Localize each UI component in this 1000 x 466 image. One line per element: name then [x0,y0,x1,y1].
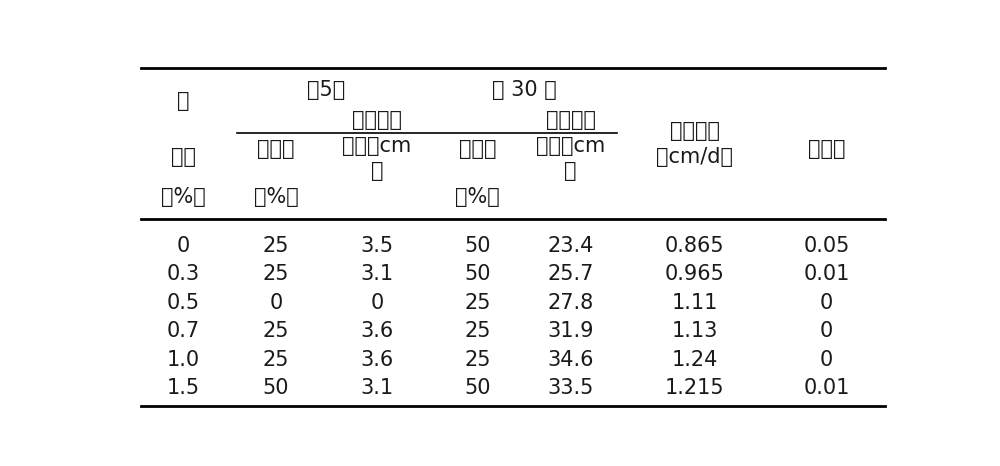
Text: 日增长量
（cm/d）: 日增长量 （cm/d） [656,121,733,167]
Text: 0.05: 0.05 [803,236,850,256]
Text: 50: 50 [464,264,491,284]
Text: 25: 25 [263,321,289,341]
Text: 3.6: 3.6 [360,321,394,341]
Text: 50: 50 [464,236,491,256]
Text: 25: 25 [263,264,289,284]
Text: 31.9: 31.9 [547,321,594,341]
Text: （%）: （%） [455,186,500,206]
Text: 第5天: 第5天 [307,80,346,100]
Text: 0: 0 [270,293,283,313]
Text: 0.01: 0.01 [803,378,850,398]
Text: 0: 0 [820,321,833,341]
Text: 0: 0 [820,293,833,313]
Text: 0.01: 0.01 [803,264,850,284]
Text: 1.5: 1.5 [167,378,200,398]
Text: （%）: （%） [254,186,298,206]
Text: 34.6: 34.6 [547,350,594,370]
Text: 0.965: 0.965 [665,264,725,284]
Text: 25: 25 [263,350,289,370]
Text: 3.1: 3.1 [360,264,393,284]
Text: 27.8: 27.8 [548,293,594,313]
Text: 25.7: 25.7 [547,264,594,284]
Text: 1.13: 1.13 [671,321,718,341]
Text: 0: 0 [820,350,833,370]
Text: 0: 0 [176,236,190,256]
Text: 50: 50 [263,378,289,398]
Text: 33.5: 33.5 [547,378,594,398]
Text: 25: 25 [263,236,289,256]
Text: 25: 25 [464,350,491,370]
Text: 平均新增
株高（cm
）: 平均新增 株高（cm ） [536,110,605,181]
Text: 1.11: 1.11 [671,293,718,313]
Text: 25: 25 [464,293,491,313]
Text: 含: 含 [177,91,189,111]
Text: 盐量: 盐量 [171,147,196,167]
Text: 3.1: 3.1 [360,378,393,398]
Text: 1.215: 1.215 [665,378,724,398]
Text: 3.5: 3.5 [360,236,393,256]
Text: 第 30 天: 第 30 天 [492,80,556,100]
Text: 出苗率: 出苗率 [459,139,496,159]
Text: 23.4: 23.4 [547,236,594,256]
Text: 平均新增
株高（cm
）: 平均新增 株高（cm ） [342,110,412,181]
Text: 出苗率: 出苗率 [257,139,295,159]
Text: （%）: （%） [161,186,206,206]
Text: 3.6: 3.6 [360,350,394,370]
Text: 0.3: 0.3 [167,264,200,284]
Text: 1.0: 1.0 [167,350,200,370]
Text: 标准误: 标准误 [808,139,845,159]
Text: 0.865: 0.865 [665,236,724,256]
Text: 0: 0 [370,293,384,313]
Text: 1.24: 1.24 [671,350,718,370]
Text: 0.7: 0.7 [167,321,200,341]
Text: 25: 25 [464,321,491,341]
Text: 0.5: 0.5 [167,293,200,313]
Text: 50: 50 [464,378,491,398]
